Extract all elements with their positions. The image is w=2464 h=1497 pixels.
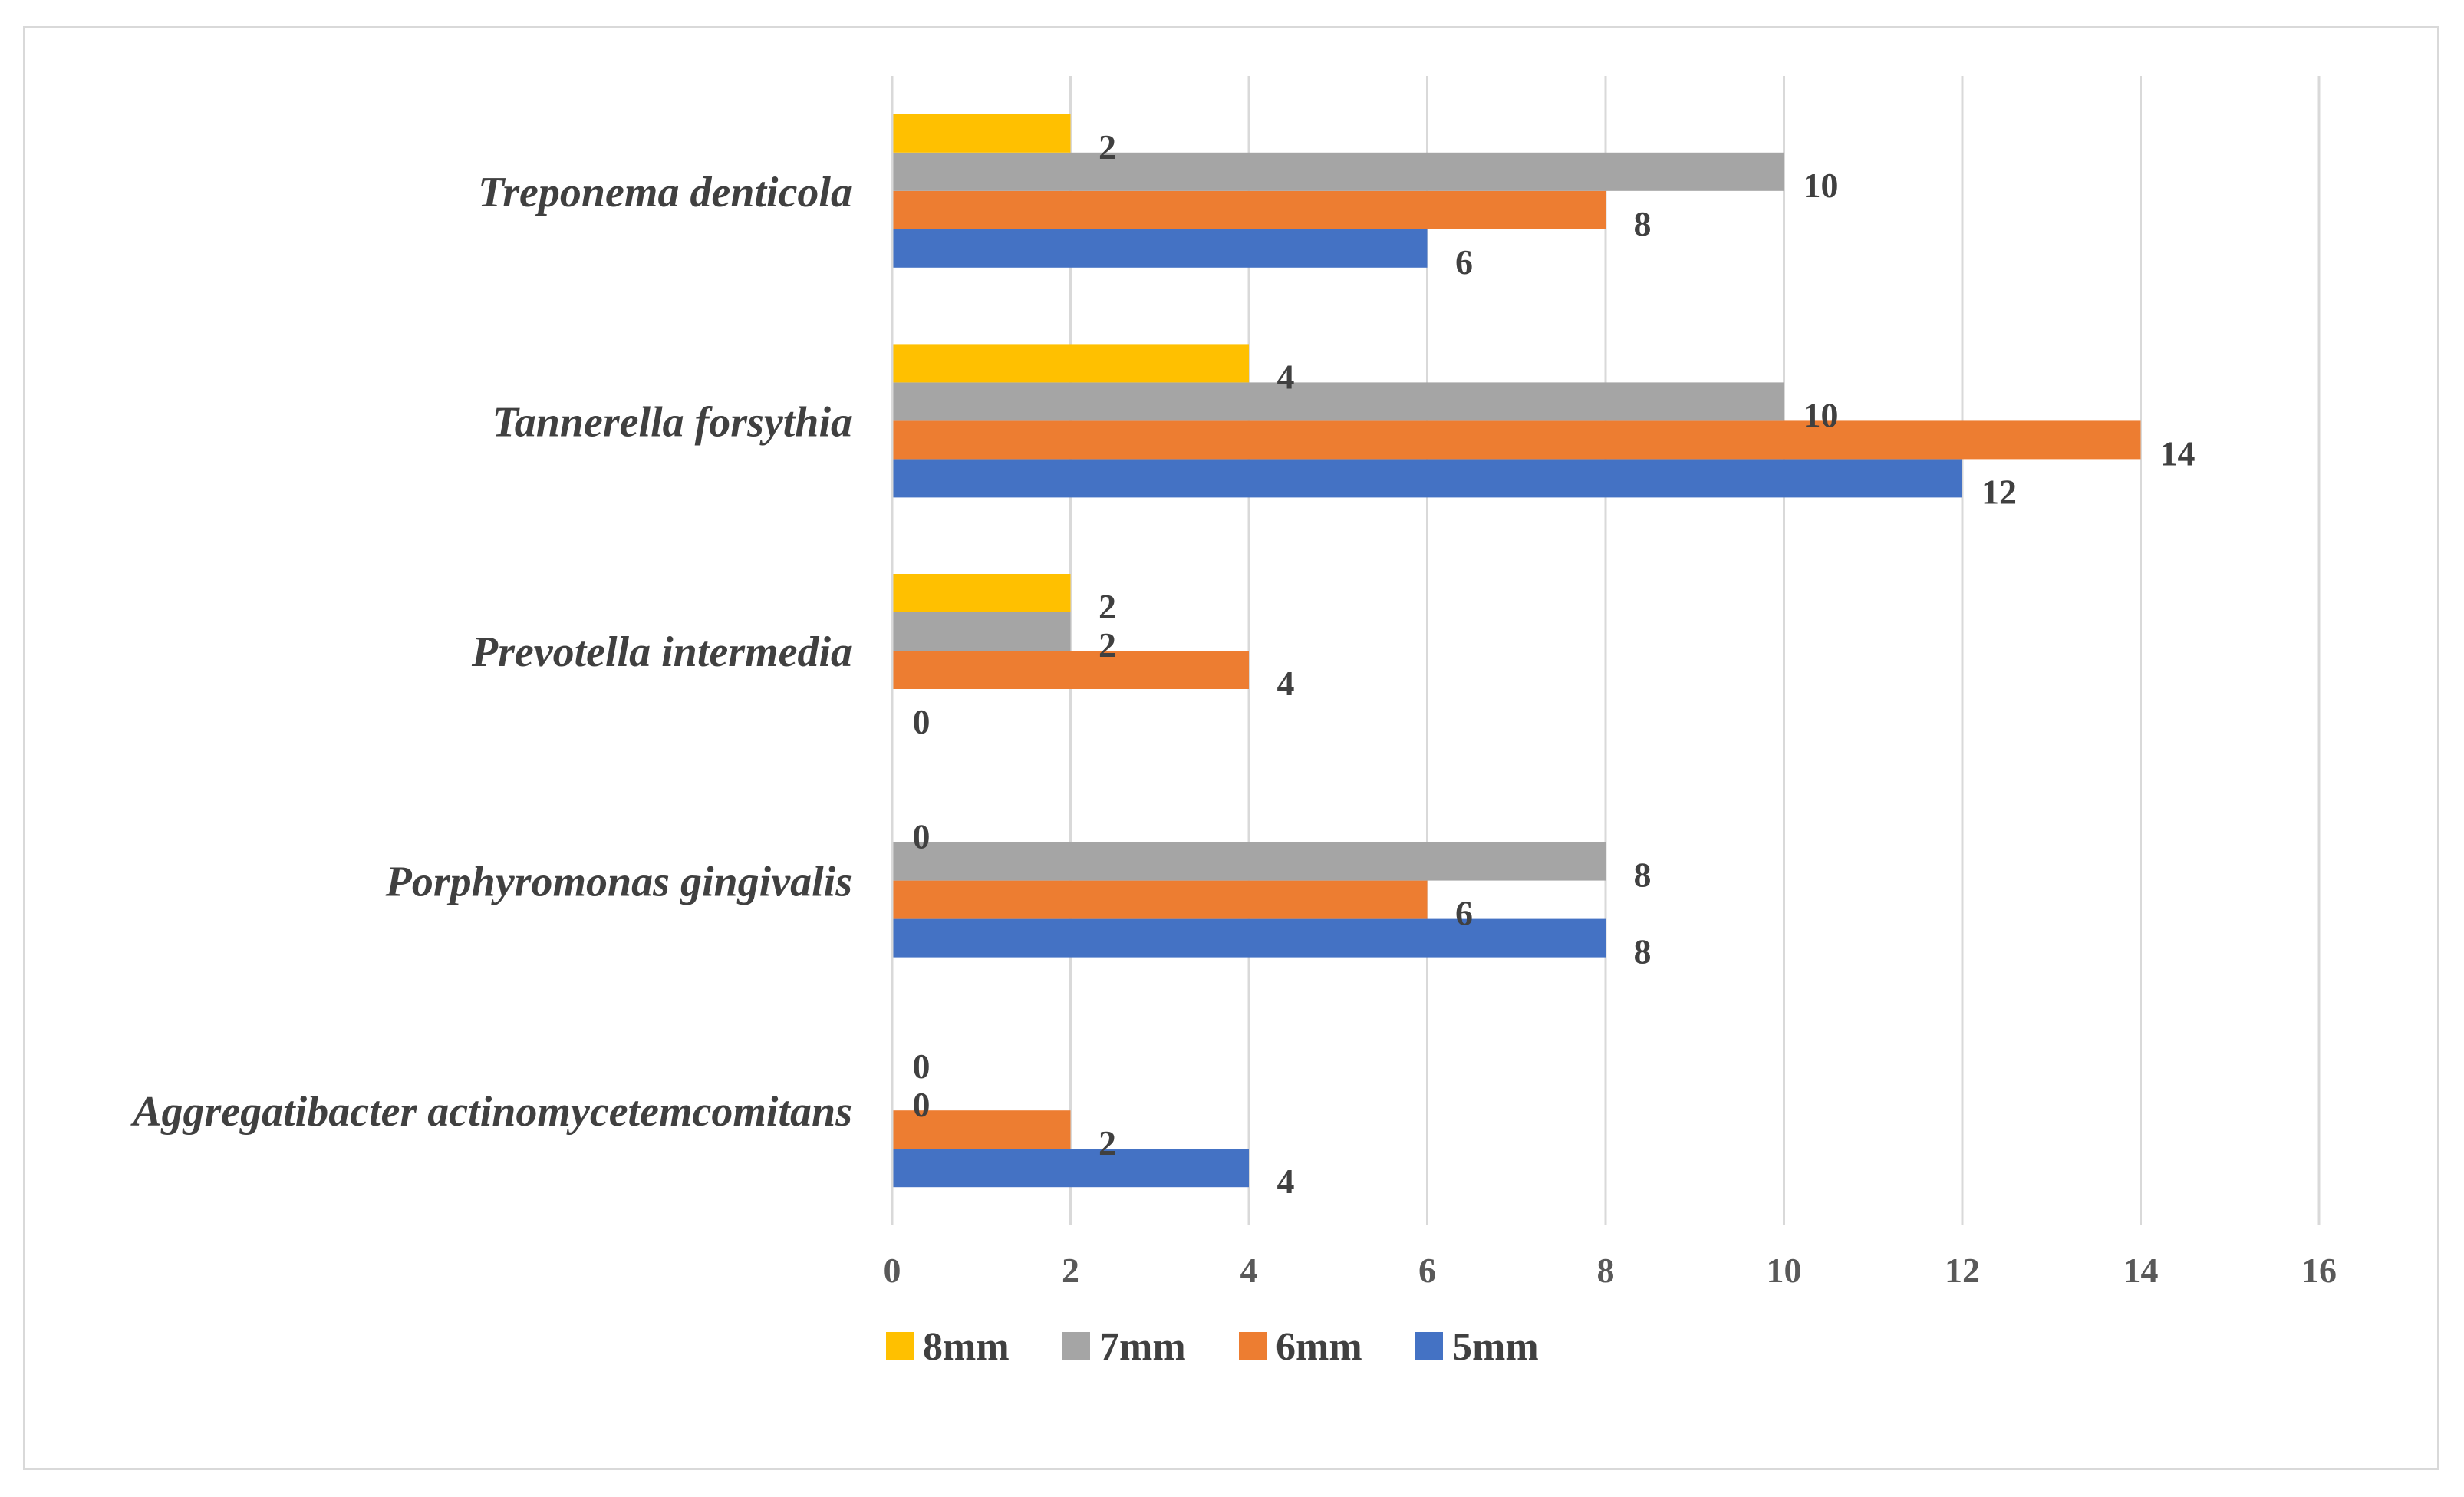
- bar-7mm-2: [892, 612, 1071, 651]
- data-label-6mm-0: 2: [1099, 1123, 1116, 1162]
- legend-label-8mm: 8mm: [923, 1325, 1010, 1369]
- data-label-8mm-4: 2: [1099, 127, 1116, 167]
- data-label-6mm-2: 4: [1277, 664, 1295, 703]
- data-label-5mm-3: 12: [1981, 472, 2017, 511]
- bar-6mm-3: [892, 420, 2141, 460]
- data-label-8mm-2: 2: [1099, 587, 1116, 626]
- data-label-5mm-4: 6: [1455, 242, 1473, 282]
- x-tick-label: 10: [1767, 1251, 1802, 1290]
- x-tick-label: 8: [1597, 1251, 1615, 1290]
- category-label: Tannerella forsythia: [492, 398, 852, 446]
- bar-7mm-1: [892, 842, 1606, 881]
- data-label-7mm-1: 8: [1634, 856, 1652, 895]
- bar-6mm-2: [892, 651, 1249, 689]
- category-label: Porphyromonas gingivalis: [385, 859, 852, 906]
- legend-label-6mm: 6mm: [1276, 1325, 1362, 1369]
- data-label-8mm-3: 4: [1277, 357, 1295, 396]
- chart-frame: 4 2 0 0 8 6 8 0 0 4 2 2 12 14 10 4 6 8 10 2 0 2 4 6 8 10 12 14 16 Ag…: [23, 26, 2439, 1470]
- legend-swatch-7mm: [1062, 1332, 1090, 1360]
- data-label-7mm-2: 2: [1099, 625, 1116, 664]
- bar-5mm-4: [892, 229, 1428, 268]
- bar-8mm-2: [892, 574, 1071, 612]
- data-label-7mm-4: 10: [1804, 166, 1839, 205]
- x-tick-label: 0: [884, 1251, 901, 1290]
- bar-8mm-3: [892, 344, 1249, 383]
- legend-label-7mm: 7mm: [1099, 1325, 1186, 1369]
- bars: [892, 114, 2141, 1188]
- data-label-7mm-3: 10: [1804, 395, 1839, 434]
- bar-5mm-1: [892, 918, 1606, 958]
- legend-swatch-8mm: [886, 1332, 914, 1360]
- data-label-5mm-1: 8: [1634, 932, 1652, 971]
- data-label-6mm-1: 6: [1455, 894, 1473, 933]
- legend-label-5mm: 5mm: [1452, 1325, 1539, 1369]
- x-tick-label: 12: [1945, 1251, 1980, 1290]
- bar-5mm-3: [892, 459, 1962, 498]
- bar-6mm-0: [892, 1110, 1071, 1149]
- x-tick-label: 14: [2123, 1251, 2159, 1290]
- bar-7mm-4: [892, 152, 1784, 191]
- data-label-8mm-1: 0: [913, 817, 931, 856]
- bar-6mm-4: [892, 190, 1606, 229]
- data-label-7mm-0: 0: [913, 1085, 931, 1124]
- legend-swatch-5mm: [1415, 1332, 1443, 1360]
- data-label-5mm-0: 4: [1277, 1162, 1295, 1201]
- x-tick-label: 6: [1418, 1251, 1436, 1290]
- data-label-6mm-3: 14: [2160, 434, 2196, 473]
- bar-8mm-4: [892, 114, 1071, 153]
- data-label-5mm-2: 0: [913, 702, 931, 741]
- x-tick-label: 4: [1240, 1251, 1258, 1290]
- x-tick-label: 16: [2301, 1251, 2337, 1290]
- legend-swatch-6mm: [1239, 1332, 1267, 1360]
- category-label: Aggregatibacter actinomycetemcomitans: [130, 1088, 852, 1136]
- category-label: Prevotella intermedia: [471, 628, 852, 676]
- data-label-8mm-0: 0: [913, 1047, 931, 1086]
- category-label: Treponema denticola: [478, 169, 852, 216]
- bar-5mm-0: [892, 1149, 1249, 1188]
- bar-6mm-1: [892, 880, 1428, 919]
- x-tick-label: 2: [1062, 1251, 1079, 1290]
- axes: 0 2 4 6 8 10 12 14 16 Aggregatibacter actinomycet…: [130, 76, 2337, 1290]
- legend: 8mm 7mm 6mm 5mm: [886, 1325, 1539, 1369]
- data-label-6mm-4: 8: [1634, 204, 1652, 243]
- bar-7mm-3: [892, 382, 1784, 421]
